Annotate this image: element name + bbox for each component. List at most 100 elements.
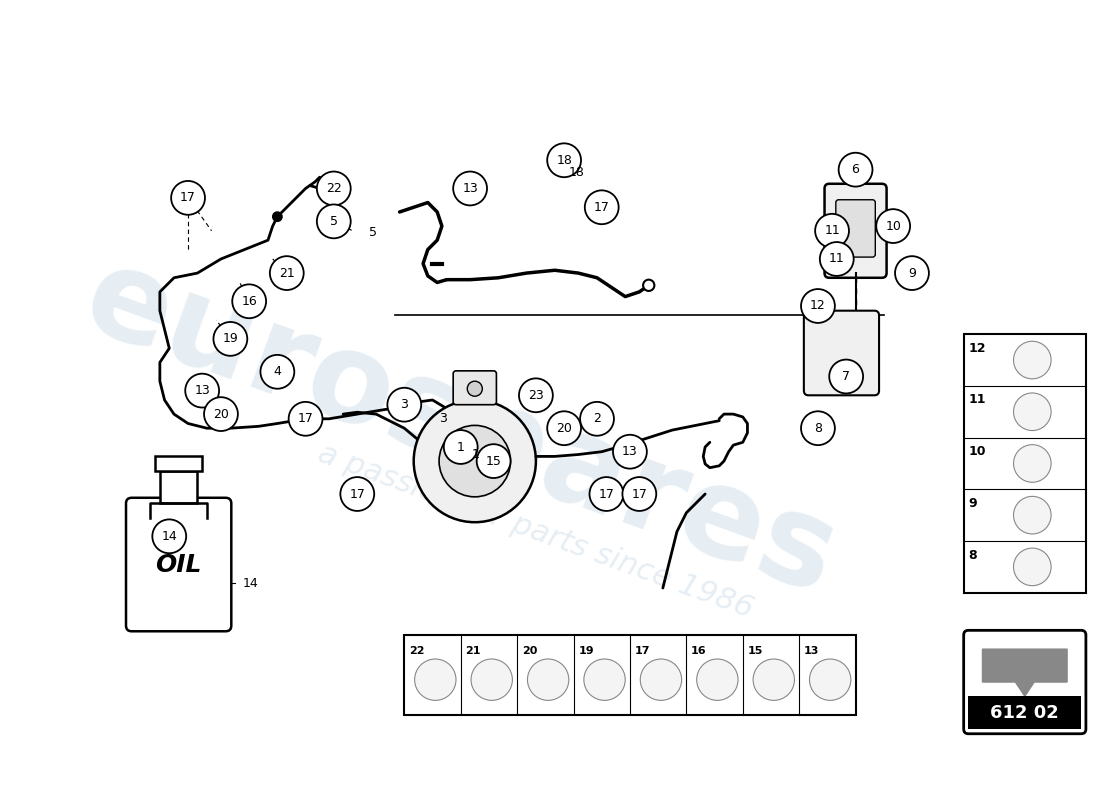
- Text: 20: 20: [557, 422, 572, 434]
- Circle shape: [528, 659, 569, 700]
- Text: 11: 11: [829, 253, 845, 266]
- FancyBboxPatch shape: [804, 310, 879, 395]
- Circle shape: [815, 214, 849, 248]
- Text: 22: 22: [326, 182, 342, 195]
- Text: 22: 22: [409, 646, 425, 656]
- Text: 19: 19: [579, 646, 594, 656]
- Text: 9: 9: [968, 497, 977, 510]
- FancyBboxPatch shape: [126, 498, 231, 631]
- Text: 20: 20: [213, 408, 229, 421]
- Bar: [160, 470, 198, 503]
- Circle shape: [232, 284, 266, 318]
- Text: 2: 2: [593, 412, 601, 426]
- Circle shape: [801, 411, 835, 445]
- Text: 21: 21: [465, 646, 481, 656]
- Circle shape: [754, 659, 794, 700]
- Circle shape: [387, 388, 421, 422]
- Circle shape: [213, 322, 248, 356]
- Circle shape: [1013, 342, 1052, 379]
- Text: 10: 10: [886, 219, 901, 233]
- Text: 15: 15: [747, 646, 762, 656]
- Circle shape: [172, 181, 205, 214]
- Text: 13: 13: [195, 384, 210, 397]
- Circle shape: [407, 398, 417, 407]
- Text: 5: 5: [368, 226, 376, 239]
- FancyBboxPatch shape: [453, 371, 496, 405]
- Bar: [964, 334, 1086, 593]
- Circle shape: [185, 374, 219, 407]
- Text: 8: 8: [814, 422, 822, 434]
- Text: 12: 12: [810, 299, 826, 313]
- Circle shape: [519, 378, 553, 412]
- Circle shape: [439, 426, 510, 497]
- Text: a passion for parts since 1986: a passion for parts since 1986: [315, 439, 758, 624]
- Circle shape: [590, 477, 624, 511]
- Text: 12: 12: [968, 342, 986, 354]
- Text: 14: 14: [243, 577, 258, 590]
- Text: 17: 17: [594, 201, 609, 214]
- Text: 15: 15: [486, 454, 502, 468]
- Text: 5: 5: [330, 215, 338, 228]
- Text: 23: 23: [528, 389, 543, 402]
- Text: 21: 21: [279, 266, 295, 279]
- FancyBboxPatch shape: [836, 200, 876, 257]
- Text: 11: 11: [968, 394, 986, 406]
- Polygon shape: [982, 649, 1067, 696]
- Circle shape: [877, 209, 910, 243]
- Circle shape: [476, 444, 510, 478]
- Text: 9: 9: [908, 266, 916, 279]
- Circle shape: [1013, 548, 1052, 586]
- Circle shape: [317, 171, 351, 206]
- Text: 1: 1: [472, 448, 480, 461]
- Circle shape: [547, 143, 581, 177]
- Text: 18: 18: [569, 166, 585, 179]
- Circle shape: [453, 171, 487, 206]
- Text: 4: 4: [274, 366, 282, 378]
- Circle shape: [204, 397, 238, 431]
- Circle shape: [801, 289, 835, 323]
- Circle shape: [270, 256, 304, 290]
- Text: 7: 7: [843, 370, 850, 383]
- Circle shape: [585, 190, 618, 224]
- Circle shape: [613, 434, 647, 469]
- Circle shape: [317, 205, 351, 238]
- Circle shape: [829, 359, 864, 394]
- Text: 3: 3: [400, 398, 408, 411]
- Text: 19: 19: [222, 332, 239, 346]
- Bar: [968, 696, 1081, 729]
- Circle shape: [820, 242, 854, 276]
- Circle shape: [1013, 496, 1052, 534]
- Text: 612 02: 612 02: [990, 703, 1059, 722]
- Text: eurospares: eurospares: [68, 236, 853, 620]
- Text: 16: 16: [691, 646, 706, 656]
- Text: 13: 13: [462, 182, 478, 195]
- Circle shape: [810, 659, 851, 700]
- Circle shape: [623, 477, 657, 511]
- Circle shape: [838, 153, 872, 186]
- FancyBboxPatch shape: [825, 184, 887, 278]
- Bar: [405, 635, 856, 715]
- Circle shape: [895, 256, 928, 290]
- Text: 17: 17: [635, 646, 650, 656]
- Text: 18: 18: [557, 154, 572, 166]
- Text: 17: 17: [298, 412, 314, 426]
- Circle shape: [547, 411, 581, 445]
- Circle shape: [580, 402, 614, 436]
- Circle shape: [471, 659, 513, 700]
- Text: 17: 17: [598, 487, 615, 501]
- Text: 16: 16: [241, 294, 257, 308]
- Circle shape: [340, 477, 374, 511]
- Text: 6: 6: [851, 163, 859, 176]
- Circle shape: [696, 659, 738, 700]
- Circle shape: [644, 280, 654, 291]
- Text: 17: 17: [350, 487, 365, 501]
- Circle shape: [1013, 393, 1052, 430]
- Text: 13: 13: [623, 446, 638, 458]
- Text: 3: 3: [439, 412, 447, 426]
- Bar: [155, 457, 202, 470]
- Circle shape: [443, 430, 477, 464]
- Circle shape: [415, 659, 456, 700]
- Circle shape: [468, 381, 482, 396]
- Text: 13: 13: [804, 646, 820, 656]
- Text: 14: 14: [162, 530, 177, 543]
